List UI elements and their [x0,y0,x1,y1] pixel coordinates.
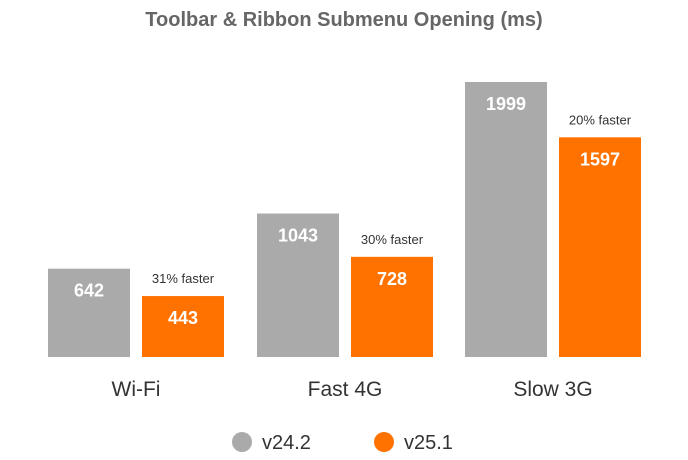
speedup-annotation: 20% faster [569,112,632,127]
speedup-annotation: 31% faster [152,271,215,286]
category-label: Wi-Fi [112,378,161,401]
chart-title: Toolbar & Ribbon Submenu Opening (ms) [145,9,542,31]
speedup-annotation: 30% faster [361,232,424,247]
data-label: 1043 [278,226,318,246]
legend-label: v25.1 [404,432,453,454]
data-label: 642 [74,281,104,301]
bar-v24-2-slow-3g [465,82,547,357]
bars-group [48,82,641,357]
category-label: Slow 3G [513,378,592,401]
bar-v24-2-fast-4g [257,213,339,357]
bar-v25-1-fast-4g [351,256,433,357]
category-label: Fast 4G [308,378,383,401]
data-label: 728 [377,269,407,289]
legend-swatch [374,432,394,452]
data-label: 1999 [486,94,526,114]
bar-v24-2-wi-fi [48,268,130,357]
legend-label: v24.2 [262,432,311,454]
legend: v24.2 v25.1 [232,432,453,454]
data-label: 1597 [580,149,620,169]
labels-group: 642 443 31% faster Wi-Fi 1043 728 30% faster Fa… [74,94,632,401]
bar-v25-1-wi-fi [142,296,224,357]
data-label: 443 [168,308,198,328]
legend-swatch [232,432,252,452]
bar-v25-1-slow-3g [559,137,641,357]
